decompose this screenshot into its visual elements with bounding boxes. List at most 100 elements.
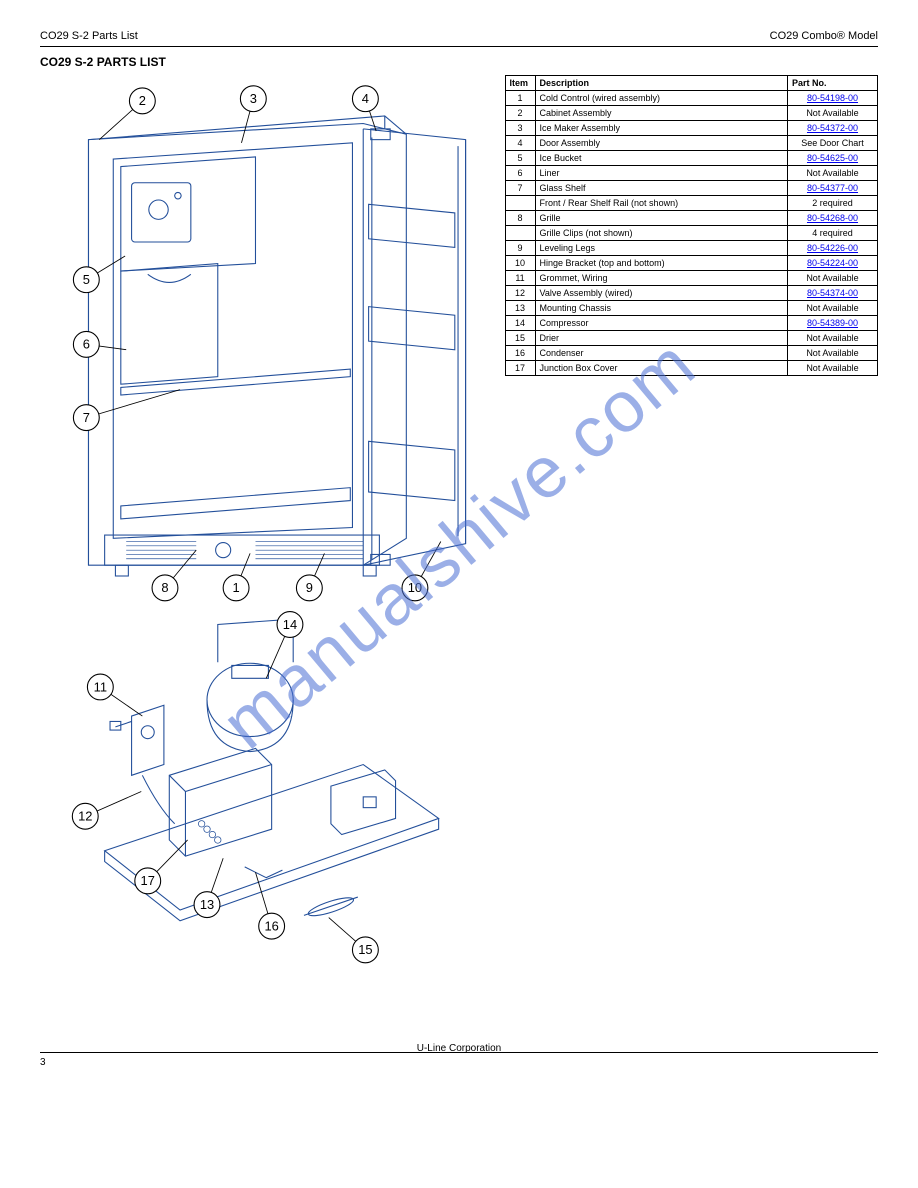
cell-item: 12	[505, 286, 535, 301]
cell-item: 8	[505, 211, 535, 226]
cell-desc: Condenser	[535, 346, 787, 361]
cell-desc: Hinge Bracket (top and bottom)	[535, 256, 787, 271]
table-row: 15DrierNot Available	[505, 331, 877, 346]
svg-text:7: 7	[83, 410, 90, 425]
cell-desc: Cabinet Assembly	[535, 106, 787, 121]
cell-item: 5	[505, 151, 535, 166]
part-link[interactable]: 80-54625-00	[807, 153, 858, 163]
table-row: 9Leveling Legs 80-54226-00	[505, 241, 877, 256]
cell-part: 80-54226-00	[788, 241, 878, 256]
cell-desc: Grille Clips (not shown)	[535, 226, 787, 241]
exploded-diagram: 2345678191014111217131615	[40, 75, 493, 972]
svg-text:16: 16	[264, 918, 278, 933]
cell-item	[505, 196, 535, 211]
cell-item: 6	[505, 166, 535, 181]
cell-desc: Glass Shelf	[535, 181, 787, 196]
cell-item: 15	[505, 331, 535, 346]
table-row: 8Grille 80-54268-00	[505, 211, 877, 226]
cell-item	[505, 226, 535, 241]
cell-desc: Valve Assembly (wired)	[535, 286, 787, 301]
footer-text: U-Line Corporation	[40, 1043, 878, 1054]
cell-part: Not Available	[788, 346, 878, 361]
header-right: CO29 Combo® Model	[770, 30, 878, 42]
part-link[interactable]: 80-54268-00	[807, 213, 858, 223]
cell-part: Not Available	[788, 271, 878, 286]
cell-part: 80-54374-00	[788, 286, 878, 301]
table-row: 2Cabinet AssemblyNot Available	[505, 106, 877, 121]
cell-desc: Junction Box Cover	[535, 361, 787, 376]
svg-text:8: 8	[161, 580, 168, 595]
table-row: 3Ice Maker Assembly80-54372-00	[505, 121, 877, 136]
cell-part: 80-54389-00	[788, 316, 878, 331]
cell-item: 1	[505, 91, 535, 106]
cell-item: 17	[505, 361, 535, 376]
cell-desc: Liner	[535, 166, 787, 181]
part-link[interactable]: 80-54198-00	[807, 93, 858, 103]
table-row: 13Mounting ChassisNot Available	[505, 301, 877, 316]
cell-part: 80-54198-00	[788, 91, 878, 106]
cell-item: 14	[505, 316, 535, 331]
page-footer: 3 U-Line Corporation	[40, 1052, 878, 1057]
table-row: 6LinerNot Available	[505, 166, 877, 181]
svg-text:10: 10	[408, 580, 422, 595]
part-link[interactable]: 80-54226-00	[807, 243, 858, 253]
part-link[interactable]: 80-54389-00	[807, 318, 858, 328]
cell-part: 80-54224-00	[788, 256, 878, 271]
cell-part: See Door Chart	[788, 136, 878, 151]
cell-desc: Cold Control (wired assembly)	[535, 91, 787, 106]
cell-desc: Door Assembly	[535, 136, 787, 151]
page-title: CO29 S-2 PARTS LIST	[40, 55, 878, 69]
svg-text:12: 12	[78, 809, 92, 824]
table-row: 12Valve Assembly (wired) 80-54374-00	[505, 286, 877, 301]
cell-desc: Compressor	[535, 316, 787, 331]
cell-item: 9	[505, 241, 535, 256]
svg-text:2: 2	[139, 93, 146, 108]
cell-item: 10	[505, 256, 535, 271]
page-header: CO29 S-2 Parts List CO29 Combo® Model	[40, 30, 878, 42]
cell-item: 3	[505, 121, 535, 136]
table-row: 14Compressor 80-54389-00	[505, 316, 877, 331]
cell-part: 2 required	[788, 196, 878, 211]
cell-desc: Drier	[535, 331, 787, 346]
col-part: Part No.	[788, 76, 878, 91]
table-row: Front / Rear Shelf Rail (not shown)2 req…	[505, 196, 877, 211]
part-link[interactable]: 80-54224-00	[807, 258, 858, 268]
cell-part: Not Available	[788, 331, 878, 346]
cell-part: 80-54377-00	[788, 181, 878, 196]
svg-text:5: 5	[83, 272, 90, 287]
cell-item: 4	[505, 136, 535, 151]
part-link[interactable]: 80-54377-00	[807, 183, 858, 193]
cell-part: Not Available	[788, 301, 878, 316]
cell-desc: Front / Rear Shelf Rail (not shown)	[535, 196, 787, 211]
svg-text:14: 14	[283, 617, 297, 632]
table-row: 7Glass Shelf 80-54377-00	[505, 181, 877, 196]
svg-text:15: 15	[358, 942, 372, 957]
cell-desc: Leveling Legs	[535, 241, 787, 256]
cell-part: Not Available	[788, 361, 878, 376]
part-link[interactable]: 80-54374-00	[807, 288, 858, 298]
table-row: 4Door AssemblySee Door Chart	[505, 136, 877, 151]
header-left: CO29 S-2 Parts List	[40, 30, 138, 42]
cell-desc: Grille	[535, 211, 787, 226]
table-row: 1Cold Control (wired assembly) 80-54198-0…	[505, 91, 877, 106]
col-item: Item	[505, 76, 535, 91]
cell-part: 80-54372-00	[788, 121, 878, 136]
cell-part: 80-54625-00	[788, 151, 878, 166]
cell-item: 13	[505, 301, 535, 316]
cell-part: Not Available	[788, 166, 878, 181]
page-number: 3	[40, 1057, 46, 1068]
cell-item: 2	[505, 106, 535, 121]
svg-text:4: 4	[362, 91, 369, 106]
header-rule	[40, 46, 878, 47]
table-row: Grille Clips (not shown)4 required	[505, 226, 877, 241]
cell-part: 80-54268-00	[788, 211, 878, 226]
svg-text:3: 3	[250, 91, 257, 106]
cell-item: 11	[505, 271, 535, 286]
part-link[interactable]: 80-54372-00	[807, 123, 858, 133]
cell-desc: Grommet, Wiring	[535, 271, 787, 286]
cell-item: 7	[505, 181, 535, 196]
cell-part: Not Available	[788, 106, 878, 121]
svg-text:9: 9	[306, 580, 313, 595]
cell-part: 4 required	[788, 226, 878, 241]
table-row: 16CondenserNot Available	[505, 346, 877, 361]
